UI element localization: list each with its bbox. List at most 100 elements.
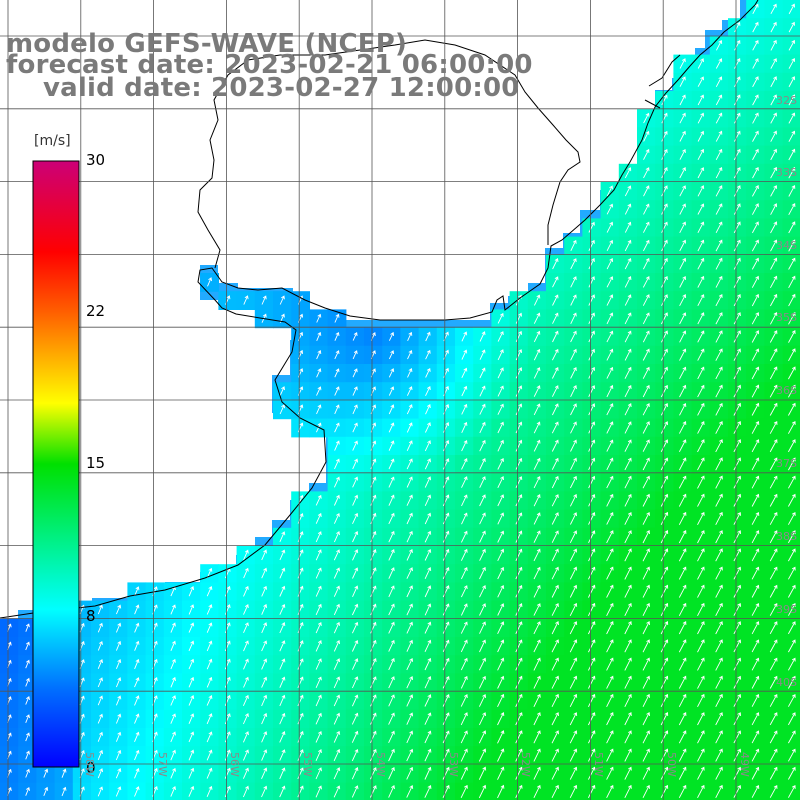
wind-arrow bbox=[352, 350, 358, 360]
wind-arrow bbox=[551, 602, 559, 616]
wind-arrow bbox=[752, 166, 759, 179]
wind-arrow bbox=[697, 76, 704, 87]
wind-arrow bbox=[642, 639, 650, 653]
wind-arrow bbox=[352, 531, 359, 543]
wind-arrow bbox=[788, 21, 795, 33]
wind-arrow bbox=[297, 585, 304, 597]
wind-arrow bbox=[788, 402, 796, 416]
wind-arrow bbox=[333, 730, 341, 743]
wind-arrow bbox=[660, 548, 669, 562]
wind-arrow bbox=[188, 731, 195, 743]
wind-arrow bbox=[443, 422, 450, 433]
wind-arrow bbox=[697, 493, 705, 507]
wind-arrow bbox=[333, 512, 340, 524]
wind-arrow bbox=[770, 166, 778, 179]
wind-arrow bbox=[515, 548, 523, 561]
wind-arrow bbox=[424, 694, 432, 707]
wind-arrow bbox=[497, 657, 505, 671]
wind-arrow bbox=[297, 676, 304, 688]
wind-arrow bbox=[788, 76, 796, 88]
wind-arrow bbox=[424, 458, 431, 470]
wind-arrow bbox=[297, 730, 304, 743]
wind-arrow bbox=[497, 385, 504, 397]
wind-arrow bbox=[642, 384, 650, 398]
wind-arrow bbox=[425, 404, 431, 415]
lon-label: 51W bbox=[592, 752, 605, 777]
wind-arrow bbox=[697, 784, 705, 799]
wind-arrow bbox=[733, 185, 741, 197]
wind-arrow bbox=[679, 312, 687, 325]
wind-arrow bbox=[551, 366, 559, 379]
wind-arrow bbox=[479, 457, 486, 470]
wind-arrow bbox=[733, 657, 742, 671]
wind-arrow bbox=[788, 57, 796, 69]
wind-arrow bbox=[442, 458, 450, 470]
colorbar-tick-15: 15 bbox=[86, 454, 106, 472]
wind-arrow bbox=[170, 658, 176, 670]
wind-arrow bbox=[733, 730, 742, 744]
wind-arrow bbox=[642, 621, 650, 635]
wind-arrow bbox=[716, 39, 723, 51]
wind-arrow bbox=[515, 476, 523, 488]
wind-arrow bbox=[333, 640, 341, 652]
wind-arrow bbox=[733, 384, 741, 398]
wind-arrow bbox=[261, 658, 268, 670]
wind-arrow bbox=[697, 548, 705, 562]
wind-arrow bbox=[388, 657, 395, 671]
wind-arrow bbox=[769, 602, 778, 616]
wind-arrow bbox=[679, 439, 687, 453]
wind-arrow bbox=[406, 676, 414, 689]
wind-arrow bbox=[134, 786, 140, 797]
wind-arrow bbox=[678, 675, 687, 689]
wind-arrow bbox=[334, 422, 340, 433]
wind-arrow bbox=[715, 348, 723, 361]
wind-arrow bbox=[569, 493, 577, 507]
wind-arrow bbox=[642, 457, 650, 471]
wind-arrow bbox=[570, 294, 577, 306]
wind-arrow bbox=[533, 457, 541, 470]
wind-arrow bbox=[352, 386, 358, 396]
wind-arrow bbox=[206, 785, 213, 797]
wind-arrow bbox=[333, 494, 340, 506]
wind-arrow bbox=[678, 548, 687, 562]
wind-arrow bbox=[533, 621, 541, 635]
wind-arrow bbox=[206, 767, 213, 779]
wind-arrow bbox=[497, 439, 504, 452]
wind-arrow bbox=[642, 784, 650, 799]
wind-arrow bbox=[406, 530, 413, 543]
wind-arrow bbox=[551, 584, 559, 598]
wind-arrow bbox=[207, 277, 213, 287]
wind-arrow bbox=[533, 348, 541, 361]
wind-arrow bbox=[624, 602, 632, 617]
wind-arrow bbox=[606, 330, 614, 343]
wind-arrow bbox=[370, 530, 377, 543]
wind-arrow bbox=[606, 512, 614, 525]
wind-arrow bbox=[733, 275, 741, 288]
wind-arrow bbox=[406, 694, 414, 707]
wind-arrow bbox=[460, 530, 468, 543]
wind-arrow bbox=[751, 548, 760, 562]
title-valid-date: valid date: 2023-02-27 12:00:00 bbox=[6, 73, 520, 103]
wind-arrow bbox=[515, 621, 523, 634]
wind-arrow bbox=[606, 366, 614, 379]
wind-arrow bbox=[170, 713, 176, 724]
wind-arrow bbox=[352, 585, 359, 597]
wind-arrow bbox=[497, 748, 505, 762]
wind-arrow bbox=[406, 567, 413, 579]
wind-arrow bbox=[660, 439, 669, 453]
wind-arrow bbox=[61, 768, 67, 778]
wind-arrow bbox=[569, 530, 578, 544]
wind-arrow bbox=[297, 767, 304, 780]
wind-arrow bbox=[769, 511, 778, 525]
wind-arrow bbox=[642, 257, 650, 270]
wind-arrow bbox=[678, 657, 687, 671]
wind-arrow bbox=[788, 748, 796, 762]
wind-arrow bbox=[715, 548, 723, 562]
wind-arrow bbox=[61, 786, 67, 797]
wind-arrow bbox=[333, 531, 340, 543]
wind-arrow bbox=[188, 767, 195, 779]
wind-arrow bbox=[351, 748, 359, 762]
wind-arrow bbox=[788, 493, 796, 507]
wind-arrow bbox=[297, 640, 304, 652]
wind-arrow bbox=[569, 693, 578, 708]
